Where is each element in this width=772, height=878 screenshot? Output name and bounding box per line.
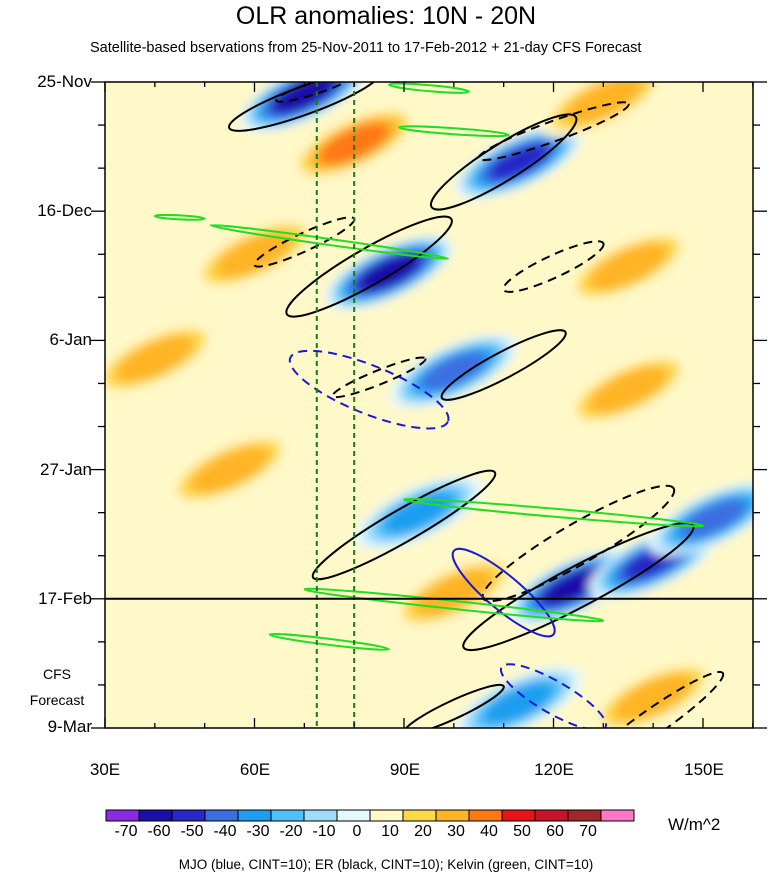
- colorbar-swatch: [501, 809, 536, 822]
- colorbar-swatch: [105, 809, 140, 822]
- wave-contour: [288, 349, 450, 430]
- wave-filtered-contours: [153, 82, 725, 728]
- colorbar-swatch: [369, 809, 404, 822]
- colorbar-label: 30: [447, 823, 465, 840]
- colorbar-swatch: [138, 809, 173, 822]
- colorbar-swatch: [336, 809, 371, 822]
- anomaly-level: [115, 335, 194, 382]
- x-tick-label-90e: 90E: [389, 760, 421, 779]
- colorbar-label: -40: [213, 823, 237, 840]
- kelvin-contour: [209, 223, 450, 260]
- y-tick-label-17feb: 17-Feb: [38, 589, 92, 608]
- chart-subtitle: Satellite-based bservations from 25-Nov-…: [90, 40, 642, 56]
- colorbar-label: 50: [513, 823, 531, 840]
- anomaly-level: [414, 569, 493, 616]
- kelvin-contour: [388, 82, 470, 94]
- colorbar-swatch: [270, 809, 305, 822]
- y-tick-label-6jan: 6-Jan: [49, 330, 92, 349]
- colorbar-label: -20: [279, 823, 303, 840]
- colorbar-swatch: [171, 809, 206, 822]
- colorbar-label: 0: [352, 823, 362, 840]
- anomaly-level: [383, 492, 454, 534]
- anomaly-level: [680, 499, 746, 538]
- wave-contour: [331, 356, 427, 399]
- colorbar-swatch: [435, 809, 470, 822]
- forecast-label-cfs: CFS: [43, 666, 71, 682]
- anomaly-level: [589, 243, 668, 290]
- axis-ticks: [91, 81, 767, 729]
- y-tick-label-25nov: 25-Nov: [37, 72, 92, 91]
- colorbar-label: -50: [180, 823, 204, 840]
- colorbar-label: 20: [414, 823, 432, 840]
- anomaly-level: [215, 231, 294, 278]
- wave-contour: [311, 469, 497, 581]
- contour-legend-footer: MJO (blue, CINT=10); ER (black, CINT=10)…: [178, 857, 594, 872]
- colorbar-swatch: [204, 809, 239, 822]
- anomaly-level: [275, 82, 334, 112]
- plot-frame: [104, 81, 754, 729]
- olr-anomaly-field: [105, 82, 753, 728]
- colorbar-swatch: [303, 809, 338, 822]
- wave-contour: [285, 215, 453, 318]
- colorbar-swatch: [237, 809, 272, 822]
- anomaly-level: [564, 82, 643, 124]
- colorbar: [105, 809, 635, 822]
- anomaly-level: [483, 682, 554, 725]
- colorbar-label: -30: [246, 823, 270, 840]
- chart-title: OLR anomalies: 10N - 20N: [235, 2, 537, 30]
- kelvin-contour: [303, 587, 605, 623]
- units-label: W/m^2: [668, 815, 721, 834]
- forecast-label-forecast: Forecast: [29, 692, 85, 708]
- colorbar-label: 70: [579, 823, 597, 840]
- colorbar-label: 10: [381, 823, 399, 840]
- x-tick-label-30e: 30E: [89, 760, 121, 779]
- x-tick-label-120e: 120E: [534, 760, 574, 779]
- kelvin-contour: [153, 213, 206, 221]
- anomaly-level: [190, 446, 269, 493]
- kelvin-contour: [397, 125, 510, 138]
- y-tick-label-16dec: 16-Dec: [37, 201, 92, 220]
- anomaly-level: [421, 352, 487, 391]
- kelvin-contour: [403, 497, 704, 528]
- wave-contour: [440, 329, 567, 401]
- colorbar-label: -10: [312, 823, 336, 840]
- anomaly-level: [488, 143, 550, 181]
- wave-contour: [582, 670, 725, 728]
- wave-contour: [502, 240, 605, 293]
- colorbar-swatch: [468, 809, 503, 822]
- y-tick-label-9mar: 9-Mar: [47, 717, 92, 736]
- anomaly-level: [589, 366, 668, 413]
- anomaly-level: [544, 569, 603, 604]
- wave-contour: [402, 683, 505, 728]
- anomaly-level: [319, 122, 390, 165]
- y-tick-label-27jan: 27-Jan: [40, 460, 92, 479]
- wave-contour: [499, 663, 608, 728]
- anomaly-level: [359, 255, 419, 291]
- colorbar-swatch: [534, 809, 569, 822]
- x-tick-label-150e: 150E: [684, 760, 724, 779]
- anomaly-level: [614, 674, 693, 721]
- colorbar-label: -70: [114, 823, 138, 840]
- wave-contour: [477, 101, 630, 162]
- colorbar-swatch: [567, 809, 602, 822]
- reference-lines: [105, 82, 753, 728]
- kelvin-contour: [268, 632, 390, 651]
- colorbar-swatch: [402, 809, 437, 822]
- colorbar-label: 60: [546, 823, 564, 840]
- colorbar-label: -60: [147, 823, 171, 840]
- colorbar-swatch: [600, 809, 635, 822]
- x-tick-label-60e: 60E: [239, 760, 271, 779]
- colorbar-label: 40: [480, 823, 498, 840]
